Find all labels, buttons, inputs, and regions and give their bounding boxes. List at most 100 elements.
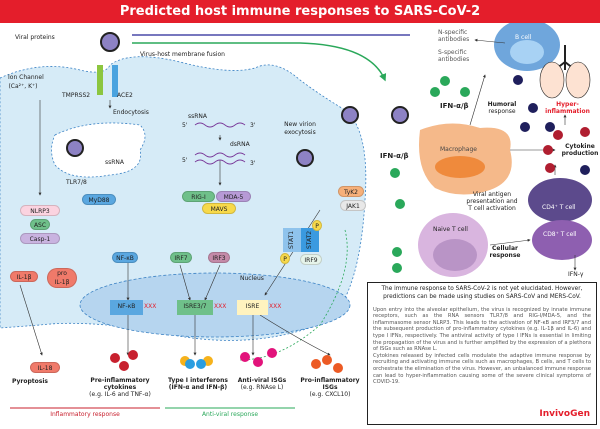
tlr78-label: TLR7/8 bbox=[66, 179, 87, 186]
ssrna-strand bbox=[194, 122, 246, 128]
s-antibodies-line1: S-specific bbox=[438, 49, 467, 56]
nf-kb-promoter: NF-κB bbox=[110, 300, 143, 315]
mavs: MAVS bbox=[202, 203, 236, 214]
casp-1: Casp-1 bbox=[20, 233, 60, 244]
inflammatory-response-label: Inflammatory response bbox=[50, 411, 120, 418]
dsrna-3prime: 3' bbox=[250, 160, 256, 167]
ssrna-5prime: 5' bbox=[182, 122, 188, 129]
antiviral-response-label: Anti-viral response bbox=[201, 411, 259, 418]
cellular-response-label: Cellular response bbox=[485, 245, 525, 260]
isre37-dna: XXX bbox=[214, 303, 227, 310]
nucleus bbox=[79, 272, 351, 338]
isre-dna: XXX bbox=[269, 303, 282, 310]
naive-t-cell-label: Naive T cell bbox=[433, 226, 468, 233]
pro-inflammatory-isgs-label: Pro-inflammatory ISGs (e.g. CXCL10) bbox=[298, 377, 362, 399]
nlrp3: NLRP3 bbox=[20, 205, 60, 216]
hyper-line1: Hyper- bbox=[556, 101, 579, 108]
info-box: The immune response to SARS-CoV-2 is not… bbox=[367, 282, 597, 425]
antiviral-isgs-label: Anti-viral ISGs (e.g. RNAse L) bbox=[232, 377, 292, 392]
cd8-t-cell bbox=[532, 220, 592, 260]
cytokines-line2: cytokines bbox=[103, 383, 137, 391]
info-paragraph-1: Upon entry into the alveolar epithelium,… bbox=[373, 306, 591, 353]
n-antibodies-label: N-specific antibodies bbox=[438, 29, 470, 44]
dsrna-strand bbox=[194, 152, 246, 165]
irf7: IRF7 bbox=[170, 252, 192, 263]
tmprss2-label: TMPRSS2 bbox=[62, 92, 91, 99]
proinf-isg-line3: (e.g. CXCL10) bbox=[309, 390, 351, 398]
ion-channel-label: Ion Channel bbox=[8, 74, 44, 81]
n-antibodies-line1: N-specific bbox=[438, 29, 468, 36]
myd88: MyD88 bbox=[82, 194, 116, 205]
ssrna-label: ssRNA bbox=[188, 113, 208, 120]
mda-5: MDA-5 bbox=[216, 191, 251, 202]
endosome bbox=[51, 122, 146, 178]
antiviral-line2: (e.g. RNAse L) bbox=[240, 383, 284, 391]
cytokine-line2: production bbox=[561, 149, 599, 157]
stat1: STAT1 bbox=[283, 228, 301, 252]
proinf-isg-line1: Pro-inflammatory bbox=[300, 377, 360, 384]
cytokines-line1: Pre-inflammatory bbox=[90, 377, 150, 384]
humoral-response-label: Humoral response bbox=[482, 101, 522, 116]
virus-icons bbox=[66, 32, 409, 167]
antigen-line1: Viral antigen bbox=[472, 191, 512, 198]
pro-il-1b: pro IL-1β bbox=[47, 268, 77, 288]
cd8-t-cell-label: CD8⁺ T cell bbox=[543, 231, 577, 238]
nf-kb-dna: XXX bbox=[144, 303, 157, 310]
jak1: JAK1 bbox=[340, 200, 366, 211]
cytokine-line1: Cytokine bbox=[565, 143, 595, 150]
cd4-t-cell-label: CD4⁺ T cell bbox=[542, 204, 576, 211]
stat2: STAT2 bbox=[301, 228, 319, 252]
s-antibodies-label: S-specific antibodies bbox=[438, 49, 470, 64]
cellular-line1: Cellular bbox=[492, 245, 518, 252]
isre-promoter: ISRE bbox=[237, 300, 268, 315]
n-antibodies-line2: antibodies bbox=[438, 35, 470, 43]
il-18: IL-18 bbox=[30, 362, 60, 373]
page-title: Predicted host immune responses to SARS-… bbox=[0, 0, 600, 23]
antigen-line3: T cell activation bbox=[468, 204, 516, 212]
b-cell-label: B cell bbox=[515, 34, 532, 41]
exocytosis-label: exocytosis bbox=[284, 129, 316, 136]
viral-proteins-label: Viral proteins bbox=[15, 34, 55, 41]
ssrna-endosome-label: ssRNA bbox=[105, 159, 125, 166]
isre37-promoter: ISRE3/7 bbox=[177, 300, 213, 315]
ifn-ab-receptor-label: IFN-α/β bbox=[380, 152, 409, 160]
asc: ASC bbox=[30, 219, 50, 230]
humoral-line2: response bbox=[488, 107, 516, 115]
ace2-label: ACE2 bbox=[117, 92, 133, 99]
irf9: IRF9 bbox=[300, 254, 322, 265]
nucleus-label: Nucleus bbox=[240, 275, 264, 282]
cellular-line2: response bbox=[489, 251, 521, 259]
cytokine-dots bbox=[110, 75, 590, 373]
cytokine-production-label: Cytokine production bbox=[560, 143, 600, 158]
ifn-gamma-label: IFN-γ bbox=[568, 271, 584, 278]
info-paragraph-2: Cytokines released by infected cells mod… bbox=[373, 352, 591, 386]
irf3: IRF3 bbox=[208, 252, 230, 263]
type-i-line1: Type I interferons bbox=[168, 377, 228, 384]
info-heading: The immune response to SARS-CoV-2 is not… bbox=[381, 286, 583, 300]
s-antibodies-line2: antibodies bbox=[438, 55, 470, 63]
proinf-isg-line2: ISGs bbox=[322, 383, 338, 391]
ion-channel-ions: (Ca²⁺, K⁺) bbox=[8, 83, 38, 90]
pro-il-1b-line2: IL-1β bbox=[54, 279, 70, 286]
cd4-t-cell bbox=[528, 178, 592, 222]
pro-inflammatory-cytokines-label: Pre-inflammatory cytokines (e.g. IL-6 and … bbox=[80, 377, 160, 399]
antiviral-line1: Anti-viral ISGs bbox=[237, 377, 287, 384]
dsrna-label: dsRNA bbox=[230, 141, 250, 148]
cytokines-example: (e.g. IL-6 and TNF-α) bbox=[89, 390, 151, 398]
antigen-line2: presentation and bbox=[466, 197, 518, 205]
humoral-line1: Humoral bbox=[487, 101, 517, 108]
endocytosis-label: Endocytosis bbox=[113, 109, 149, 116]
tyk2: TyK2 bbox=[338, 186, 364, 197]
rig-i: RIG-I bbox=[182, 191, 215, 202]
membrane-fusion-label: Virus-host membrane fusion bbox=[140, 51, 225, 58]
pyroptosis-label: Pyroptosis bbox=[12, 378, 48, 385]
ifn-ab-macrophage-label: IFN-α/β bbox=[440, 102, 469, 110]
il-1b: IL-1β bbox=[10, 271, 38, 282]
phospho-stat2: P bbox=[312, 220, 322, 231]
ssrna-3prime: 3' bbox=[250, 122, 256, 129]
type-i-line2: (IFN-α and IFN-β) bbox=[168, 383, 228, 391]
type-i-interferons-label: Type I interferons (IFN-α and IFN-β) bbox=[163, 377, 233, 392]
hyper-inflammation-label: Hyper-inflammation bbox=[540, 101, 595, 116]
pro-il-1b-line1: pro bbox=[57, 270, 67, 277]
new-virion-label: New virion bbox=[284, 121, 316, 128]
